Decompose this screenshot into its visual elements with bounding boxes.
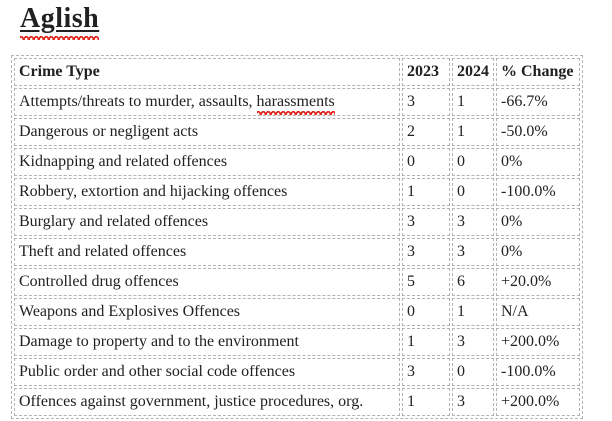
cell-crime[interactable]: Kidnapping and related offences	[14, 148, 400, 176]
cell-crime[interactable]: Offences against government, justice pro…	[14, 388, 400, 416]
table-row: Kidnapping and related offences 0 0 0%	[14, 148, 580, 176]
table-row: Damage to property and to the environmen…	[14, 328, 580, 356]
cell-crime[interactable]: Attempts/threats to murder, assaults, ha…	[14, 88, 400, 116]
table-row: Offences against government, justice pro…	[14, 388, 580, 416]
cell-crime[interactable]: Robbery, extortion and hijacking offence…	[14, 178, 400, 206]
table-row: Dangerous or negligent acts 2 1 -50.0%	[14, 118, 580, 146]
cell-pct-change[interactable]: 0%	[496, 238, 580, 266]
cell-2023[interactable]: 1	[402, 178, 450, 206]
cell-2023[interactable]: 3	[402, 88, 450, 116]
cell-2023[interactable]: 1	[402, 328, 450, 356]
cell-crime[interactable]: Dangerous or negligent acts	[14, 118, 400, 146]
table-row: Attempts/threats to murder, assaults, ha…	[14, 88, 580, 116]
column-header-2023[interactable]: 2023	[402, 58, 450, 86]
cell-2024[interactable]: 3	[452, 388, 494, 416]
cell-crime[interactable]: Public order and other social code offen…	[14, 358, 400, 386]
table-header-row: Crime Type 2023 2024 % Change	[14, 58, 580, 86]
table-row: Robbery, extortion and hijacking offence…	[14, 178, 580, 206]
cell-2024[interactable]: 3	[452, 238, 494, 266]
cell-pct-change[interactable]: +200.0%	[496, 388, 580, 416]
cell-pct-change[interactable]: N/A	[496, 298, 580, 326]
cell-2024[interactable]: 1	[452, 298, 494, 326]
cell-2024[interactable]: 0	[452, 148, 494, 176]
table-row: Burglary and related offences 3 3 0%	[14, 208, 580, 236]
cell-2023[interactable]: 5	[402, 268, 450, 296]
cell-2024[interactable]: 0	[452, 358, 494, 386]
crime-text: Attempts/threats to murder, assaults,	[19, 93, 257, 110]
table-row: Public order and other social code offen…	[14, 358, 580, 386]
column-header-2024[interactable]: 2024	[452, 58, 494, 86]
cell-2023[interactable]: 0	[402, 298, 450, 326]
table-row: Weapons and Explosives Offences 0 1 N/A	[14, 298, 580, 326]
cell-2023[interactable]: 1	[402, 388, 450, 416]
cell-2023[interactable]: 2	[402, 118, 450, 146]
cell-2023[interactable]: 0	[402, 148, 450, 176]
cell-pct-change[interactable]: +200.0%	[496, 328, 580, 356]
cell-2024[interactable]: 3	[452, 208, 494, 236]
cell-crime[interactable]: Theft and related offences	[14, 238, 400, 266]
cell-2024[interactable]: 3	[452, 328, 494, 356]
cell-pct-change[interactable]: -100.0%	[496, 178, 580, 206]
column-header-pct-change[interactable]: % Change	[496, 58, 580, 86]
misspelled-word[interactable]: harassments	[256, 93, 335, 115]
cell-crime[interactable]: Controlled drug offences	[14, 268, 400, 296]
page-title: Aglish	[20, 3, 612, 40]
cell-2024[interactable]: 0	[452, 178, 494, 206]
cell-2024[interactable]: 1	[452, 88, 494, 116]
cell-crime[interactable]: Burglary and related offences	[14, 208, 400, 236]
cell-pct-change[interactable]: 0%	[496, 148, 580, 176]
page-title-text[interactable]: Aglish	[20, 3, 100, 40]
cell-2024[interactable]: 1	[452, 118, 494, 146]
cell-2023[interactable]: 3	[402, 238, 450, 266]
table-row: Controlled drug offences 5 6 +20.0%	[14, 268, 580, 296]
cell-2023[interactable]: 3	[402, 358, 450, 386]
cell-crime[interactable]: Weapons and Explosives Offences	[14, 298, 400, 326]
cell-pct-change[interactable]: +20.0%	[496, 268, 580, 296]
cell-2023[interactable]: 3	[402, 208, 450, 236]
cell-pct-change[interactable]: -66.7%	[496, 88, 580, 116]
cell-crime[interactable]: Damage to property and to the environmen…	[14, 328, 400, 356]
cell-pct-change[interactable]: -50.0%	[496, 118, 580, 146]
table-row: Theft and related offences 3 3 0%	[14, 238, 580, 266]
cell-pct-change[interactable]: -100.0%	[496, 358, 580, 386]
cell-pct-change[interactable]: 0%	[496, 208, 580, 236]
cell-2024[interactable]: 6	[452, 268, 494, 296]
crime-stats-table: Crime Type 2023 2024 % Change Attempts/t…	[11, 55, 583, 419]
column-header-crime-type[interactable]: Crime Type	[14, 58, 400, 86]
